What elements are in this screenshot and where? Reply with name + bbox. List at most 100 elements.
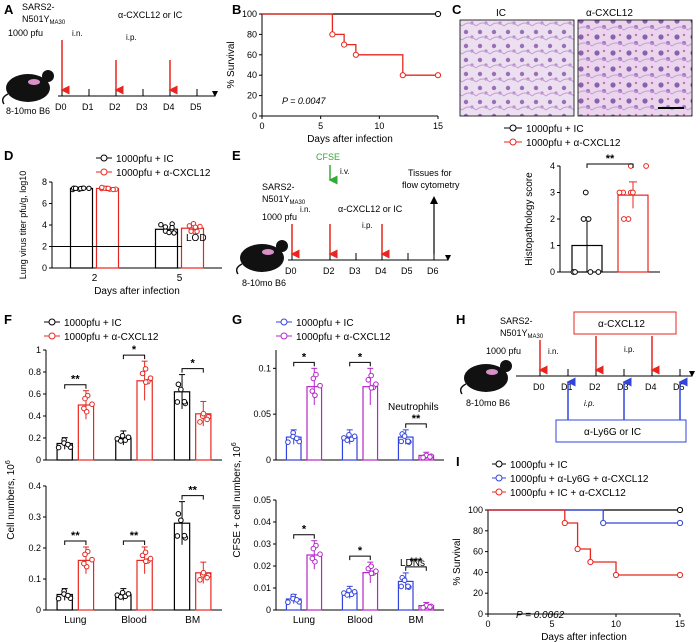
data-point xyxy=(401,433,408,439)
mouse-icon xyxy=(1,70,54,105)
y-tick-label: 0.01 xyxy=(253,583,271,593)
significance-bracket xyxy=(349,555,371,561)
y-tick-label: 0.1 xyxy=(28,574,41,584)
data-point xyxy=(368,372,374,379)
y-tick-label: 60 xyxy=(247,50,257,60)
survival-endpoint xyxy=(434,10,442,18)
survival-point xyxy=(587,558,594,566)
y-tick-label: 0.2 xyxy=(28,543,41,553)
x-category-label: 5 xyxy=(177,273,183,284)
day-label: D4 xyxy=(163,102,175,112)
bar xyxy=(95,187,120,269)
data-point xyxy=(365,376,372,383)
significance-marker: * xyxy=(191,358,196,370)
data-point xyxy=(175,511,182,517)
y-tick-label: 0.05 xyxy=(253,409,271,419)
data-point xyxy=(643,163,649,169)
data-point xyxy=(169,224,175,231)
survival-endpoint xyxy=(676,571,684,579)
survival-line xyxy=(488,509,680,576)
x-tick-label: 15 xyxy=(433,121,443,131)
mouse-icon xyxy=(235,240,288,275)
y-tick-label: 0 xyxy=(42,263,47,273)
panel-label-e: E xyxy=(232,148,241,163)
treatment-label: α-CXCL12 xyxy=(598,319,645,330)
survival-point xyxy=(612,571,620,579)
x-category-label: 2 xyxy=(92,273,98,284)
day-label: D4 xyxy=(375,266,387,276)
data-point xyxy=(204,416,210,423)
significance-bracket xyxy=(64,540,87,546)
y-tick-label: 0.05 xyxy=(253,495,271,505)
timeline-ticks xyxy=(539,369,681,376)
significance-bracket xyxy=(405,566,427,571)
route-ip-label: i.p. xyxy=(624,345,635,354)
data-point xyxy=(178,386,184,393)
significance-marker: ** xyxy=(71,530,80,542)
data-point xyxy=(310,375,317,382)
x-category-label: BM xyxy=(409,615,424,626)
data-point xyxy=(174,399,181,405)
cell-numbers-chart-bottom: 0 0.1 0.2 0.3 0.4 ** Lung ** Blood ** BM xyxy=(28,481,222,626)
y-tick-label: 40 xyxy=(247,70,257,80)
data-point xyxy=(81,560,87,567)
mouse-icon xyxy=(459,360,512,395)
day-label: D0 xyxy=(285,266,297,276)
x-axis-label: Days after infection xyxy=(94,286,180,297)
y-tick-label: 4 xyxy=(42,220,47,230)
significance-bracket xyxy=(293,534,315,539)
x-axis-label: Days after infection xyxy=(541,632,627,642)
tissues-label-2: flow cytometry xyxy=(402,180,460,190)
y-axis-label: % Survival xyxy=(452,538,463,585)
y-tick-label: 20 xyxy=(473,588,483,598)
data-point xyxy=(200,569,207,576)
significance-marker: ** xyxy=(188,485,197,497)
y-tick-label: 0 xyxy=(36,605,41,615)
data-point xyxy=(178,517,184,524)
data-point xyxy=(117,438,124,444)
virus-label: SARS2- xyxy=(22,2,55,12)
data-point xyxy=(147,375,154,381)
virus-label-2: N501YMA30 xyxy=(262,194,306,206)
panel-label-f: F xyxy=(4,312,12,327)
y-axis-label-f: Cell numbers, 106 xyxy=(5,460,17,540)
legend-marker-ic xyxy=(48,318,56,326)
y-tick-label: 2 xyxy=(550,214,555,224)
y-tick-label: 0.2 xyxy=(28,433,41,443)
cfse-neutrophils-chart: 00.050.1* *** xyxy=(253,350,444,465)
data-point xyxy=(142,366,149,372)
x-axis-label: Days after infection xyxy=(307,134,393,145)
x-tick-label: 10 xyxy=(374,121,384,131)
legend-ic: 1000pfu + IC xyxy=(510,460,568,471)
data-point xyxy=(55,444,62,451)
data-point xyxy=(55,595,62,602)
data-point xyxy=(595,269,602,275)
data-point xyxy=(572,269,578,275)
data-point xyxy=(99,184,105,191)
data-point xyxy=(346,432,352,438)
lod-label: LOD xyxy=(186,233,207,244)
x-tick-label: 10 xyxy=(611,619,621,629)
data-point xyxy=(309,388,316,394)
legend-g: 1000pfu + IC 1000pfu + α-CXCL12 xyxy=(276,318,391,343)
significance-marker: ** xyxy=(412,413,421,425)
y-tick-label: 0.4 xyxy=(28,481,41,491)
data-point xyxy=(616,189,623,196)
x-category-label: Blood xyxy=(121,615,147,626)
y-tick-label: 0.6 xyxy=(28,389,41,399)
data-point xyxy=(200,410,207,417)
day-label: D5 xyxy=(190,102,202,112)
data-point xyxy=(580,216,587,222)
y-tick-label: 20 xyxy=(247,91,257,101)
y-tick-label: 0 xyxy=(478,609,483,619)
data-point xyxy=(171,230,177,236)
survival-endpoint xyxy=(434,72,442,79)
y-tick-label: 1 xyxy=(36,345,41,355)
y-tick-label: 80 xyxy=(247,29,257,39)
dose-label: 1000 pfu xyxy=(262,212,297,222)
cxcl12-box xyxy=(573,311,677,335)
significance-marker: * xyxy=(132,344,137,356)
legend-marker-cxcl12 xyxy=(48,332,56,340)
data-point xyxy=(427,604,433,610)
legend-f: 1000pfu + IC 1000pfu + α-CXCL12 xyxy=(44,318,159,343)
